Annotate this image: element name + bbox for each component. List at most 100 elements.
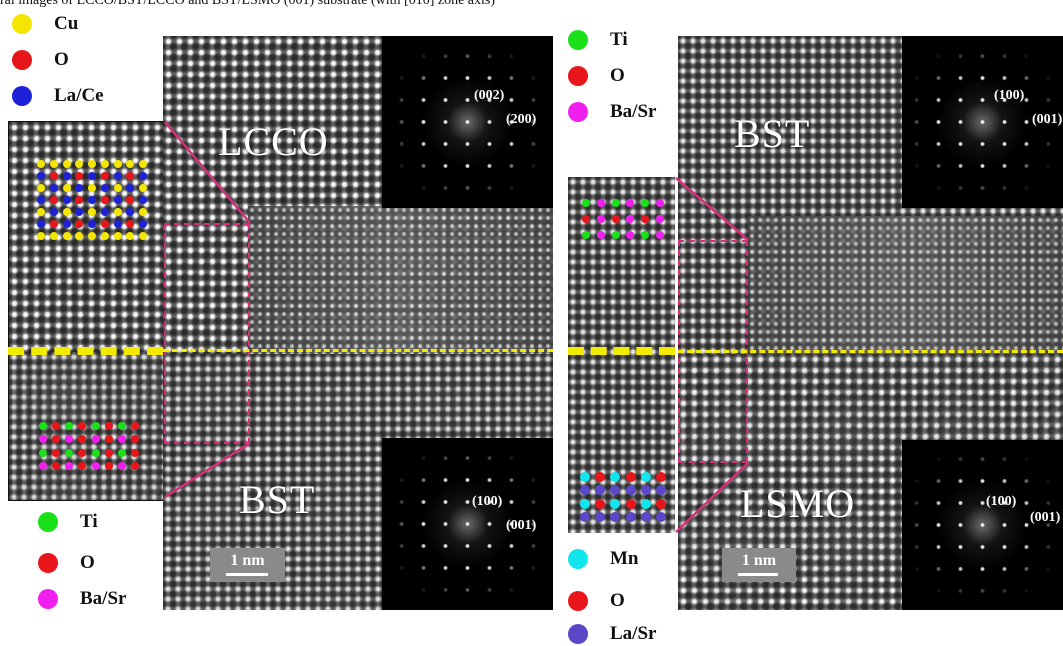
legend-item-ba-sr: Ba/Sr (38, 587, 126, 611)
phase-label-bst: BST (239, 477, 316, 522)
atom-dot (78, 435, 87, 444)
atom-dot (113, 184, 122, 192)
atom-dot (580, 512, 590, 522)
legend-dot (568, 30, 588, 50)
atom-dot (131, 435, 139, 444)
atom-dot (580, 485, 590, 496)
atom-dot (78, 462, 87, 470)
atom-dot (113, 220, 122, 228)
atom-dot (656, 498, 666, 509)
atom-dot (610, 498, 621, 509)
atom-dot (595, 485, 606, 496)
atom-dot (641, 215, 650, 223)
atom-dot (49, 196, 58, 204)
atom-dot (656, 199, 664, 207)
atom-dot (52, 422, 61, 430)
legend-item-la-ce: La/Ce (12, 84, 104, 108)
atom-dot (596, 215, 605, 223)
left-zoom-box (164, 223, 250, 444)
legend-item-o: O (568, 589, 625, 613)
atom-dot (88, 232, 96, 240)
bst-atom-model (582, 199, 664, 239)
atom-dot (113, 160, 122, 168)
atom-dot (139, 208, 147, 216)
atom-dot (49, 184, 58, 192)
atom-dot (49, 220, 58, 228)
fft-spots (902, 36, 1063, 208)
atom-dot (37, 184, 45, 192)
atom-dot (65, 448, 74, 457)
atom-dot (113, 232, 122, 240)
phase-label-lsmo: LSMO (740, 481, 856, 526)
atom-dot (656, 215, 664, 223)
atom-dot (75, 196, 84, 204)
fft-spots (382, 438, 553, 610)
legend-label: Ti (610, 29, 628, 50)
atom-dot (126, 172, 135, 180)
lsmo-atom-model (580, 472, 666, 522)
bst-atom-model (39, 422, 139, 470)
atom-dot (656, 485, 666, 496)
atom-dot (91, 422, 100, 430)
atom-dot (49, 160, 58, 168)
atom-dot (625, 512, 636, 522)
atom-dot (37, 220, 45, 228)
atom-dot (640, 472, 651, 482)
atom-dot (117, 448, 126, 457)
fft-label: (100) (472, 494, 503, 509)
legend-label: O (610, 590, 625, 611)
atom-dot (62, 160, 71, 168)
legend-item-ba-sr: Ba/Sr (568, 100, 656, 124)
atom-dot (37, 208, 45, 216)
atom-dot (610, 472, 621, 482)
atom-dot (131, 422, 139, 430)
atom-dot (595, 498, 606, 509)
atom-dot (139, 160, 147, 168)
atom-dot (100, 160, 109, 168)
atom-dot (625, 498, 636, 509)
atom-dot (656, 231, 664, 239)
atom-dot (656, 472, 666, 482)
lcco-atom-model (37, 160, 147, 240)
atom-dot (596, 199, 605, 207)
legend-dot (568, 102, 588, 122)
legend-label: Cu (54, 13, 79, 34)
atom-dot (641, 231, 650, 239)
phase-label-lcco: LCCO (218, 119, 329, 164)
legend-item-o: O (568, 64, 625, 88)
atom-dot (126, 196, 135, 204)
fft-lsmo: (100) (001) (902, 440, 1063, 610)
legend-dot (568, 624, 588, 644)
atom-dot (104, 435, 113, 444)
atom-dot (117, 422, 126, 430)
right-inset-interface-line (568, 347, 675, 355)
atom-dot (39, 448, 47, 457)
fft-label: (001) (1032, 112, 1063, 127)
atom-dot (100, 184, 109, 192)
atom-dot (88, 196, 96, 204)
fft-lcco: (002) (200) (382, 36, 553, 208)
legend-dot (12, 50, 32, 70)
fft-spots (902, 440, 1063, 610)
atom-dot (640, 498, 651, 509)
atom-dot (126, 220, 135, 228)
atom-dot (640, 512, 651, 522)
atom-dot (49, 172, 58, 180)
atom-dot (100, 172, 109, 180)
right-zoom-inset (568, 177, 675, 533)
atom-dot (610, 512, 621, 522)
fft-label: (001) (506, 518, 537, 533)
scale-bar-label: 1 nm (741, 552, 777, 569)
atom-dot (131, 448, 139, 457)
atom-dot (596, 231, 605, 239)
atom-dot (113, 208, 122, 216)
atom-dot (37, 172, 45, 180)
atom-dot (65, 462, 74, 470)
legend-label: Ba/Sr (80, 588, 127, 609)
atom-dot (75, 220, 84, 228)
atom-dot (62, 208, 71, 216)
legend-label: La/Ce (54, 85, 104, 106)
atom-dot (100, 208, 109, 216)
legend-label: O (610, 65, 625, 86)
atom-dot (37, 232, 45, 240)
